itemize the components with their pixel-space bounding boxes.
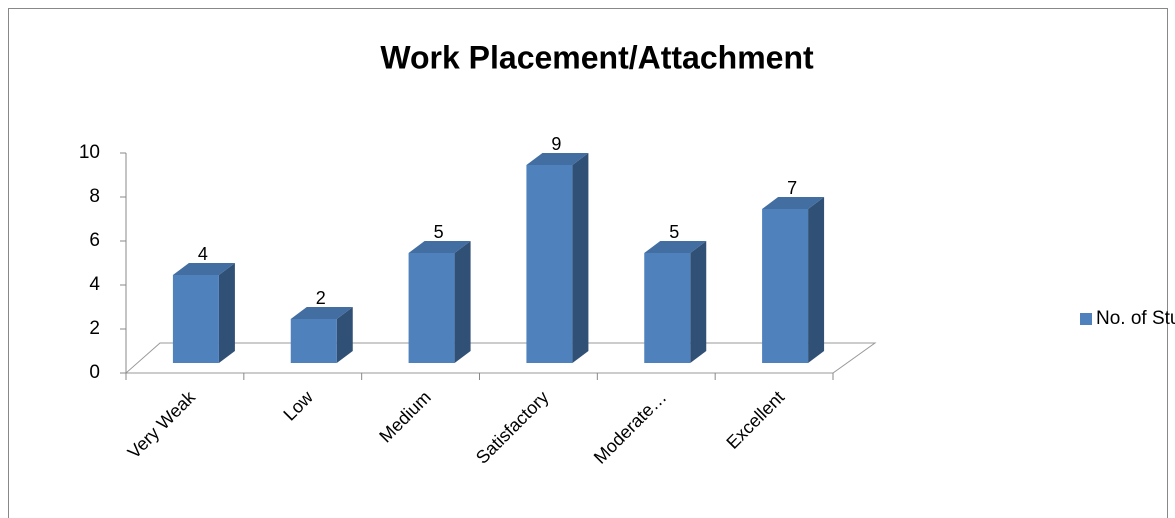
bar-side (572, 153, 589, 363)
bar-top (172, 263, 235, 275)
bar (762, 197, 825, 363)
bar-front (526, 165, 573, 363)
bar (172, 263, 235, 363)
value-label: 5 (669, 222, 679, 242)
bar-side (808, 197, 825, 363)
bar (644, 241, 707, 363)
bar-front (644, 253, 691, 363)
bar-front (762, 209, 809, 363)
value-label: 9 (551, 134, 561, 154)
bar-top (526, 153, 589, 165)
bar-side (690, 241, 707, 363)
bar (290, 307, 353, 363)
y-tick-label: 4 (89, 274, 100, 295)
value-label: 7 (787, 178, 797, 198)
value-label: 4 (198, 244, 208, 264)
bar-side (218, 263, 235, 363)
legend-label: No. of Students (1096, 308, 1175, 329)
y-tick-label: 2 (89, 318, 100, 339)
bar-top (408, 241, 471, 253)
chart-title: Work Placement/Attachment (380, 39, 814, 75)
y-tick-label: 0 (89, 362, 100, 383)
bar-top (762, 197, 825, 209)
value-label: 5 (434, 222, 444, 242)
y-tick-label: 10 (79, 142, 100, 163)
legend-swatch (1080, 313, 1092, 325)
bar (526, 153, 589, 363)
y-tick-label: 6 (89, 230, 100, 251)
bar (408, 241, 471, 363)
value-label: 2 (316, 288, 326, 308)
bar-front (172, 275, 219, 363)
bar-side (336, 307, 353, 363)
bar-front (290, 319, 337, 363)
y-tick-label: 8 (89, 186, 100, 207)
bar-side (454, 241, 471, 363)
bar-front (408, 253, 455, 363)
bar-top (290, 307, 353, 319)
bar-top (644, 241, 707, 253)
